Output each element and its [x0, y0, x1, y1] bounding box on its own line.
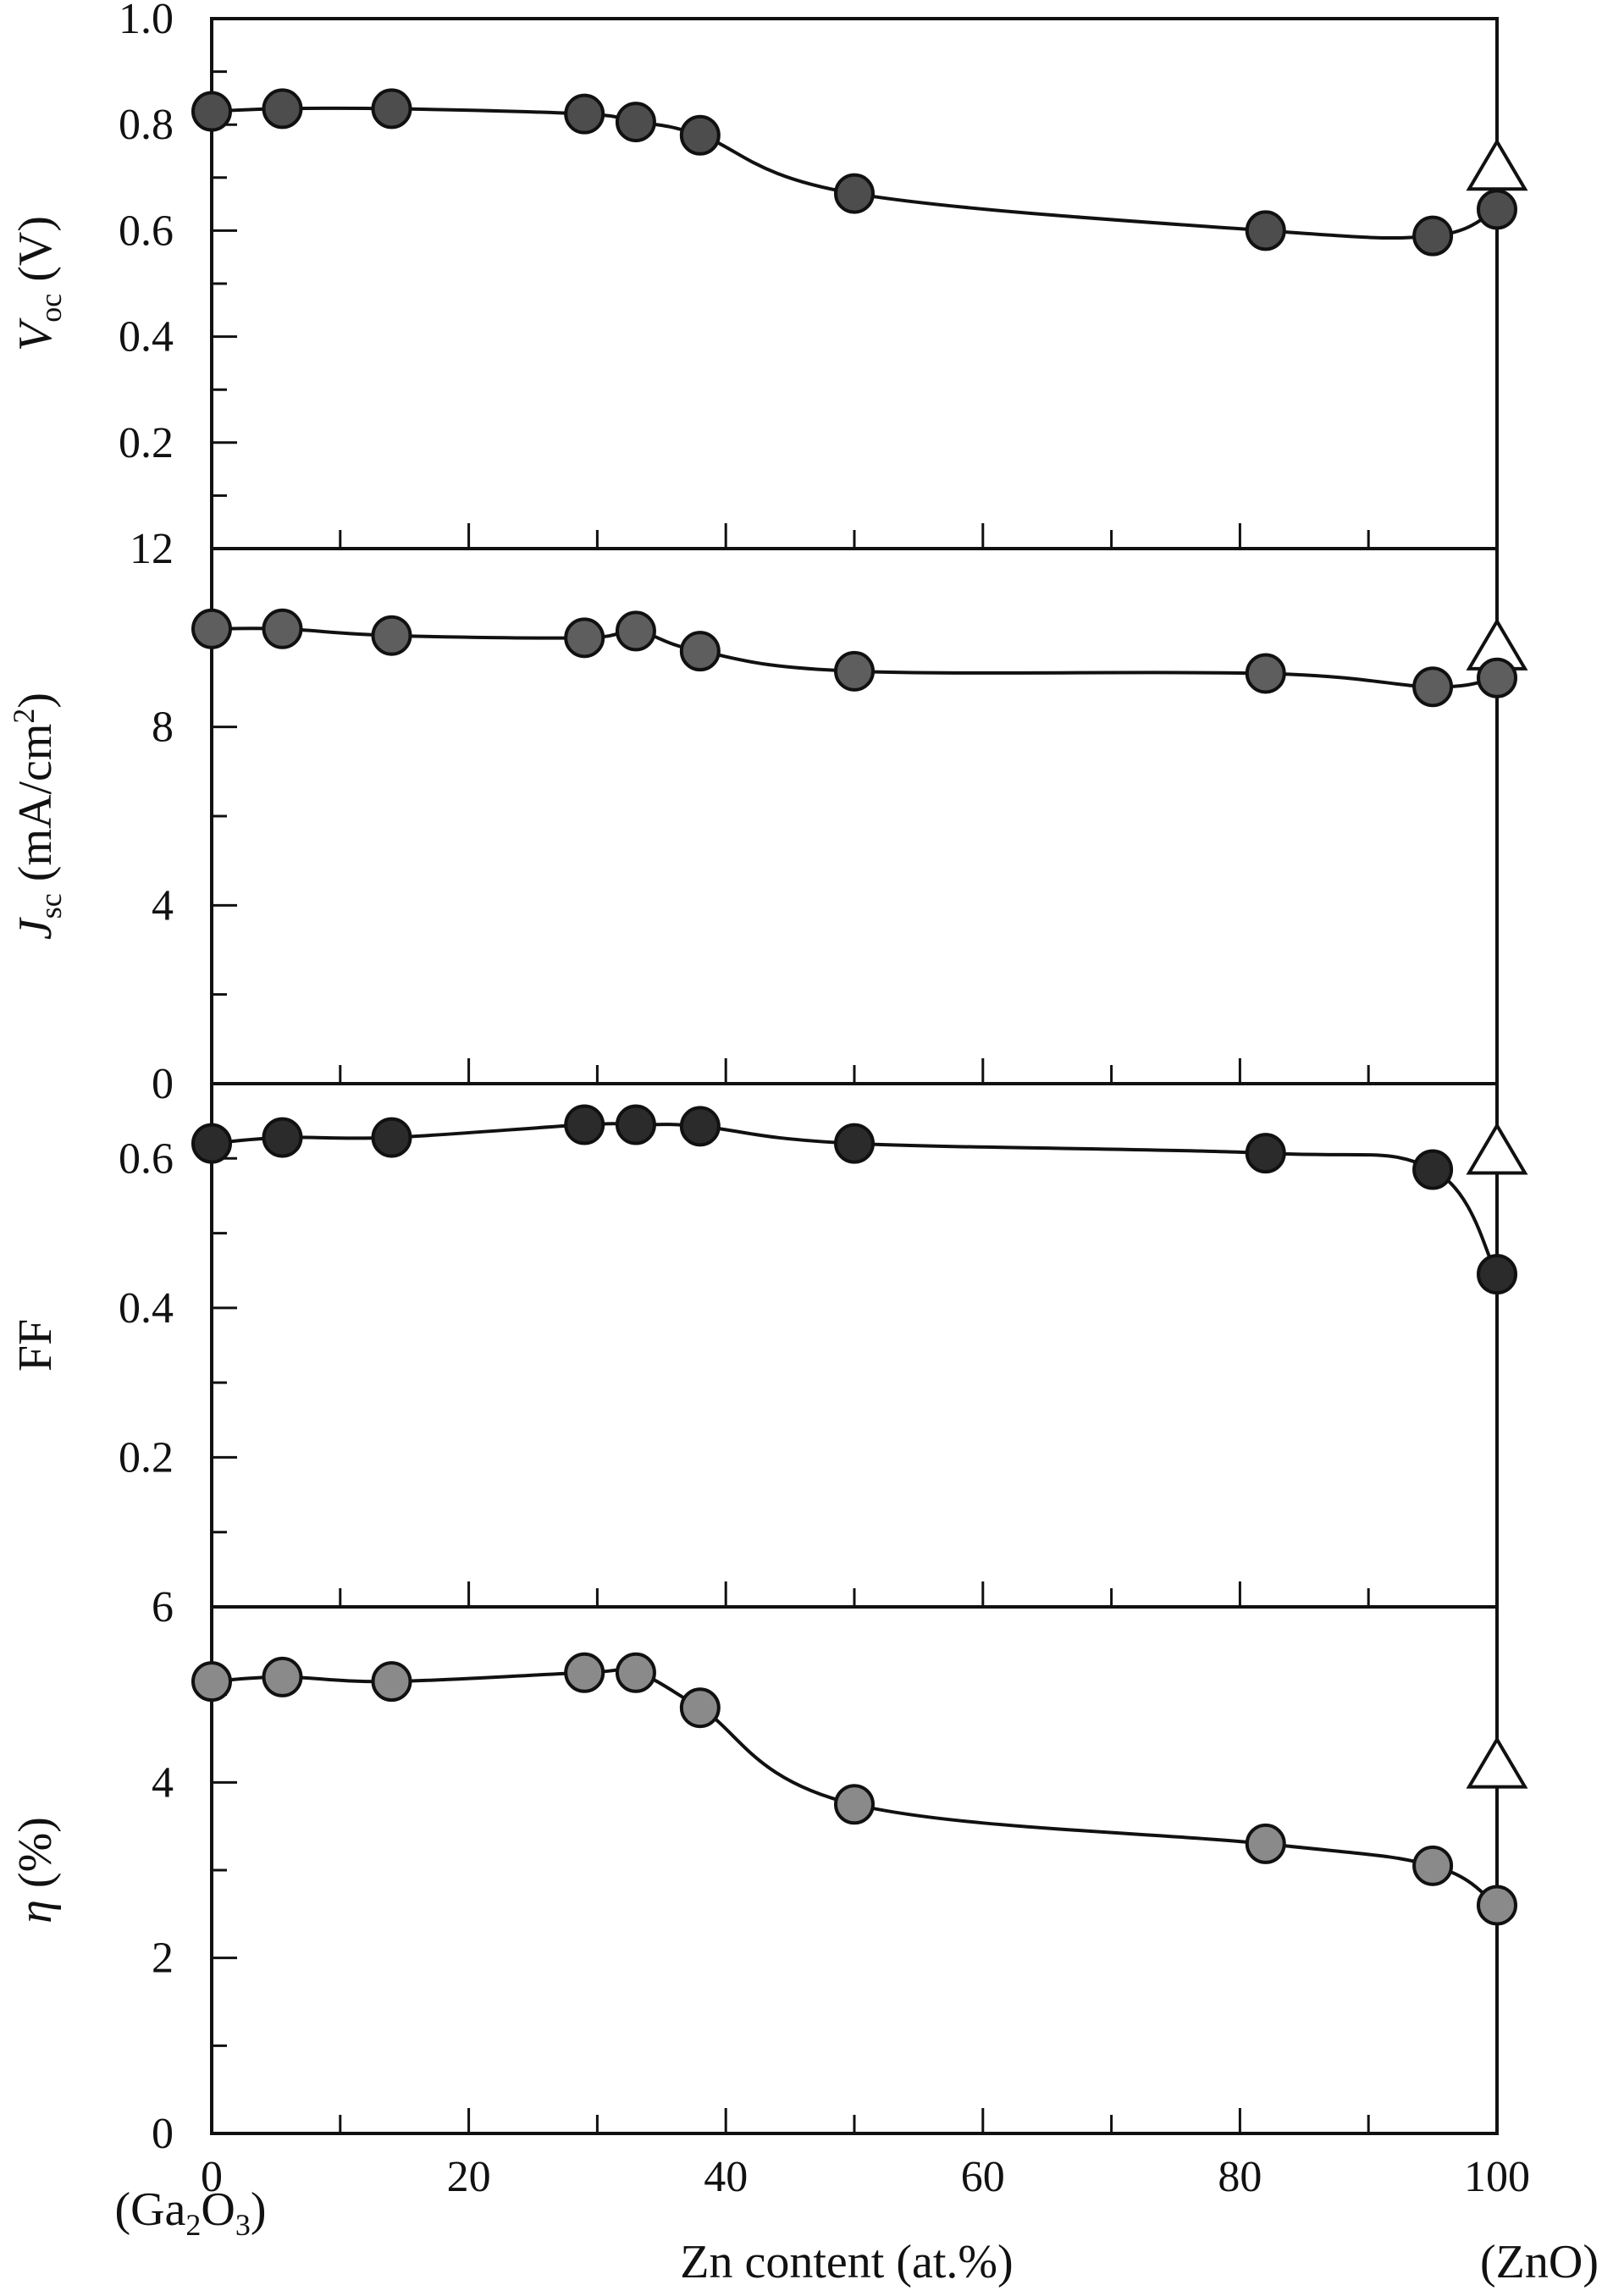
x-axis-label: Zn content (at.%)	[680, 2236, 1013, 2288]
data-point	[679, 114, 721, 156]
x-tick-label: 40	[704, 2153, 748, 2201]
data-point	[564, 1104, 605, 1145]
data-point	[1412, 1845, 1454, 1886]
x-axis-note-right: (ZnO)	[1480, 2236, 1599, 2288]
triangle-point	[1466, 1122, 1528, 1175]
y-tick-label: 1.0	[119, 0, 174, 43]
data-point	[1412, 666, 1454, 708]
x-tick-label: 60	[961, 2153, 1005, 2201]
data-point	[1245, 653, 1286, 694]
data-point	[191, 1661, 232, 1703]
data-point	[262, 88, 303, 130]
data-point	[1477, 1254, 1517, 1295]
y-tick-label: 8	[152, 704, 174, 752]
data-point	[564, 93, 605, 135]
y-tick-label: 0.2	[119, 1433, 174, 1482]
data-point	[191, 91, 232, 132]
x-tick-label: 80	[1218, 2153, 1262, 2201]
data-point	[615, 102, 656, 143]
x-axis-note-left: (Ga2O3)	[114, 2183, 266, 2242]
y-tick-label: 12	[130, 525, 174, 573]
x-axis: 0 20 40 60 80 100	[201, 2153, 1530, 2201]
data-point	[834, 173, 875, 214]
data-point	[564, 617, 605, 659]
data-point	[1477, 1885, 1517, 1926]
x-tick-label: 100	[1464, 2153, 1530, 2201]
data-point	[1412, 1149, 1454, 1190]
triangle-point	[1466, 138, 1528, 191]
y-axis-label: η (%)	[9, 1817, 62, 1923]
data-point	[371, 1661, 412, 1703]
x-tick-label: 0	[201, 2153, 223, 2201]
data-point	[679, 631, 721, 672]
y-tick-label: 2	[152, 1934, 174, 1983]
panel-eta: 6 4 2 0 η (%)	[9, 1583, 1528, 2158]
data-point	[834, 650, 875, 692]
data-point	[191, 1123, 232, 1164]
data-point	[262, 1656, 303, 1697]
panels: 1.0 0.8 0.6 0.4 0.2 Voc (V) 12 8 4 0 Jsc (mA/cm2) 0…	[7, 0, 1528, 2158]
data-point	[1245, 210, 1286, 251]
data-point	[1477, 657, 1517, 698]
y-tick-label: 0.8	[119, 101, 174, 149]
data-point	[679, 1106, 721, 1147]
data-point	[615, 610, 656, 652]
series-line	[211, 106, 1498, 240]
y-tick-label: 0.4	[119, 313, 174, 362]
y-tick-label: 6	[152, 1583, 174, 1631]
data-point	[1245, 1133, 1286, 1174]
y-tick-label: 4	[152, 881, 174, 930]
y-tick-label: 4	[152, 1758, 174, 1807]
data-point	[191, 608, 232, 649]
panel-Voc: 1.0 0.8 0.6 0.4 0.2 Voc (V)	[9, 0, 1528, 550]
data-point	[564, 1652, 605, 1693]
y-axis-label: FF	[9, 1319, 62, 1372]
y-axis-label: Jsc (mA/cm2)	[7, 693, 68, 940]
data-point	[834, 1784, 875, 1825]
data-point	[1412, 215, 1454, 257]
data-point	[262, 1117, 303, 1158]
x-tick-label: 20	[447, 2153, 491, 2201]
data-point	[262, 608, 303, 649]
y-tick-label: 0	[152, 2110, 174, 2158]
y-tick-label: 0	[152, 1060, 174, 1108]
y-tick-label: 0.6	[119, 207, 174, 255]
panel-FF: 0.6 0.4 0.2 FF	[9, 1082, 1528, 1609]
data-point	[1245, 1823, 1286, 1864]
data-point	[615, 1652, 656, 1693]
y-tick-label: 0.4	[119, 1284, 174, 1333]
data-point	[615, 1104, 656, 1145]
panel-Jsc: 12 8 4 0 Jsc (mA/cm2)	[7, 525, 1528, 1108]
y-tick-label: 0.6	[119, 1134, 174, 1183]
data-point	[371, 88, 412, 130]
y-axis-label: Voc (V)	[9, 216, 68, 351]
data-point	[1477, 189, 1517, 230]
data-point	[371, 1117, 412, 1158]
data-point	[371, 615, 412, 656]
triangle-point	[1466, 1736, 1528, 1789]
data-point	[834, 1123, 875, 1164]
y-tick-label: 0.2	[119, 419, 174, 467]
data-point	[679, 1687, 721, 1729]
